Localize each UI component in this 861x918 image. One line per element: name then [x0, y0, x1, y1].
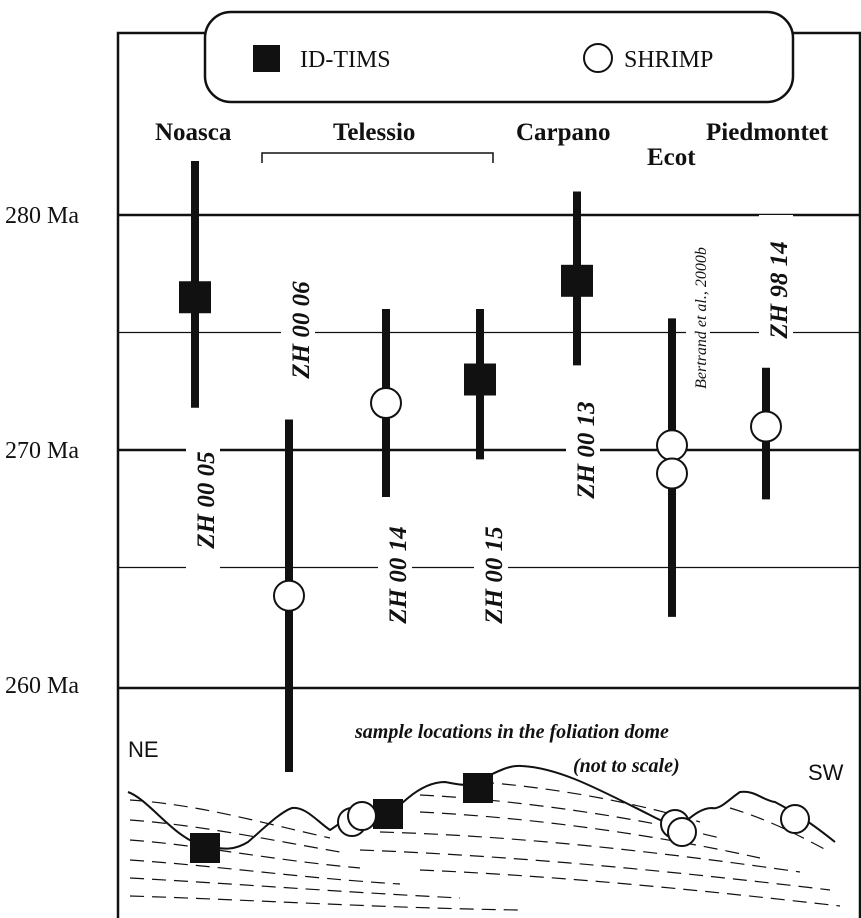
- sample-label: ZH 00 13: [573, 401, 600, 499]
- sample-label: ZH 00 15: [481, 526, 508, 624]
- inset-shrimp-location: [347, 801, 377, 831]
- foliation-line: [129, 859, 401, 885]
- inset-shrimp-location: [667, 817, 697, 847]
- legend-label: ID-TIMS: [300, 47, 391, 73]
- foliation-line: [129, 877, 461, 899]
- inset-id-tims-location: [463, 773, 493, 803]
- sample-label: ZH 00 05: [193, 451, 220, 549]
- shrimp-point: [750, 410, 782, 443]
- label-backing: [281, 255, 315, 405]
- inset-note: sample locations in the foliation dome: [354, 721, 669, 743]
- legend-circle-marker: [583, 43, 613, 73]
- inset-id-tims-location: [373, 799, 403, 829]
- inset-note-2: (not to scale): [573, 755, 680, 777]
- label-backing: [474, 500, 508, 650]
- y-tick-label: 260 Ma: [5, 673, 79, 699]
- ne-label: NE: [128, 737, 159, 762]
- foliation-line: [129, 839, 361, 869]
- shrimp-point: [273, 579, 305, 612]
- legend-square-marker: [253, 45, 280, 72]
- shrimp-point: [656, 429, 688, 462]
- id-tims-point: [179, 281, 211, 314]
- foliation-line: [419, 869, 841, 907]
- id-tims-point: [561, 264, 593, 297]
- label-backing: [378, 500, 412, 650]
- y-tick-label: 280 Ma: [5, 203, 79, 229]
- id-tims-point: [464, 363, 496, 396]
- inset-shrimp-location: [780, 804, 810, 834]
- label-backing: [759, 215, 793, 365]
- location-label: Piedmontet: [706, 119, 829, 146]
- legend-label: SHRIMP: [624, 47, 713, 73]
- location-label: Telessio: [333, 119, 415, 146]
- inset-id-tims-location: [190, 833, 220, 863]
- y-tick-label: 270 Ma: [5, 438, 79, 464]
- location-label: Carpano: [516, 119, 610, 146]
- location-label: Noasca: [155, 119, 232, 146]
- foliation-line: [729, 807, 831, 853]
- label-backing: [186, 425, 220, 575]
- foliation-line: [129, 799, 331, 839]
- legend-box: [203, 10, 795, 104]
- sw-label: SW: [808, 760, 844, 785]
- foliation-line: [419, 811, 761, 859]
- shrimp-point: [656, 457, 688, 490]
- location-label: Ecot: [647, 144, 696, 171]
- shrimp-point: [370, 387, 402, 419]
- sample-label: ZH 98 14: [766, 241, 793, 339]
- foliation-line: [379, 831, 801, 873]
- foliation-line: [129, 819, 341, 853]
- foliation-line: [359, 849, 831, 891]
- label-backing: [686, 223, 710, 413]
- label-backing: [566, 375, 600, 525]
- sample-label: ZH 00 06: [288, 281, 315, 380]
- sample-label: Bertrand et al., 2000b: [693, 247, 710, 389]
- sample-label: ZH 00 14: [385, 526, 412, 624]
- telessio-bracket: [261, 152, 494, 163]
- foliation-line: [129, 895, 521, 911]
